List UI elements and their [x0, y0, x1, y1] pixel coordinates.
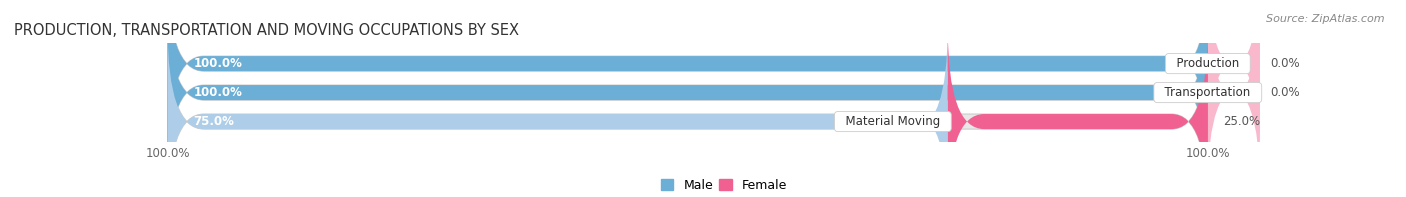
FancyBboxPatch shape — [948, 28, 1208, 197]
Legend: Male, Female: Male, Female — [657, 174, 792, 197]
FancyBboxPatch shape — [1208, 0, 1260, 186]
FancyBboxPatch shape — [167, 0, 1208, 157]
FancyBboxPatch shape — [167, 0, 1208, 186]
Text: PRODUCTION, TRANSPORTATION AND MOVING OCCUPATIONS BY SEX: PRODUCTION, TRANSPORTATION AND MOVING OC… — [14, 23, 519, 38]
Text: 25.0%: 25.0% — [1223, 115, 1261, 128]
Text: 0.0%: 0.0% — [1270, 57, 1299, 70]
Text: Production: Production — [1168, 57, 1247, 70]
Text: 75.0%: 75.0% — [194, 115, 235, 128]
FancyBboxPatch shape — [167, 28, 1208, 197]
Text: 100.0%: 100.0% — [194, 86, 242, 99]
Text: Material Moving: Material Moving — [838, 115, 948, 128]
FancyBboxPatch shape — [167, 28, 948, 197]
FancyBboxPatch shape — [167, 0, 1208, 157]
FancyBboxPatch shape — [1208, 0, 1260, 157]
FancyBboxPatch shape — [167, 0, 1208, 186]
Text: 100.0%: 100.0% — [194, 57, 242, 70]
Text: Source: ZipAtlas.com: Source: ZipAtlas.com — [1267, 14, 1385, 24]
Text: 0.0%: 0.0% — [1270, 86, 1299, 99]
Text: Transportation: Transportation — [1157, 86, 1258, 99]
